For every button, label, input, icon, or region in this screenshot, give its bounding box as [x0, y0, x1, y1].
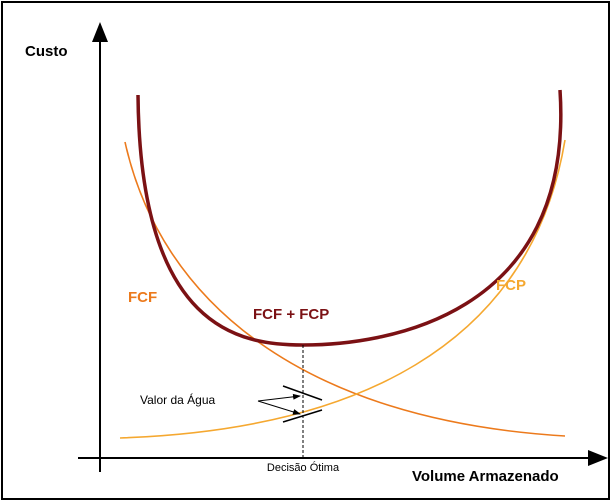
tangent-fcf — [282, 385, 323, 401]
sum-curve — [136, 89, 563, 347]
water-value-label: Valor da Água — [140, 392, 215, 407]
optimal-label: Decisão Ótima — [267, 461, 340, 474]
fcf-label: FCF — [128, 289, 157, 306]
fcp-label: FCP — [496, 277, 526, 294]
sum-label: FCF + FCP — [253, 306, 329, 323]
tangent-fcp — [282, 409, 323, 423]
arrow — [257, 393, 301, 402]
y-axis-label: Custo — [25, 43, 68, 60]
arrow — [257, 400, 301, 415]
x-axis-label: Volume Armazenado — [412, 468, 559, 485]
